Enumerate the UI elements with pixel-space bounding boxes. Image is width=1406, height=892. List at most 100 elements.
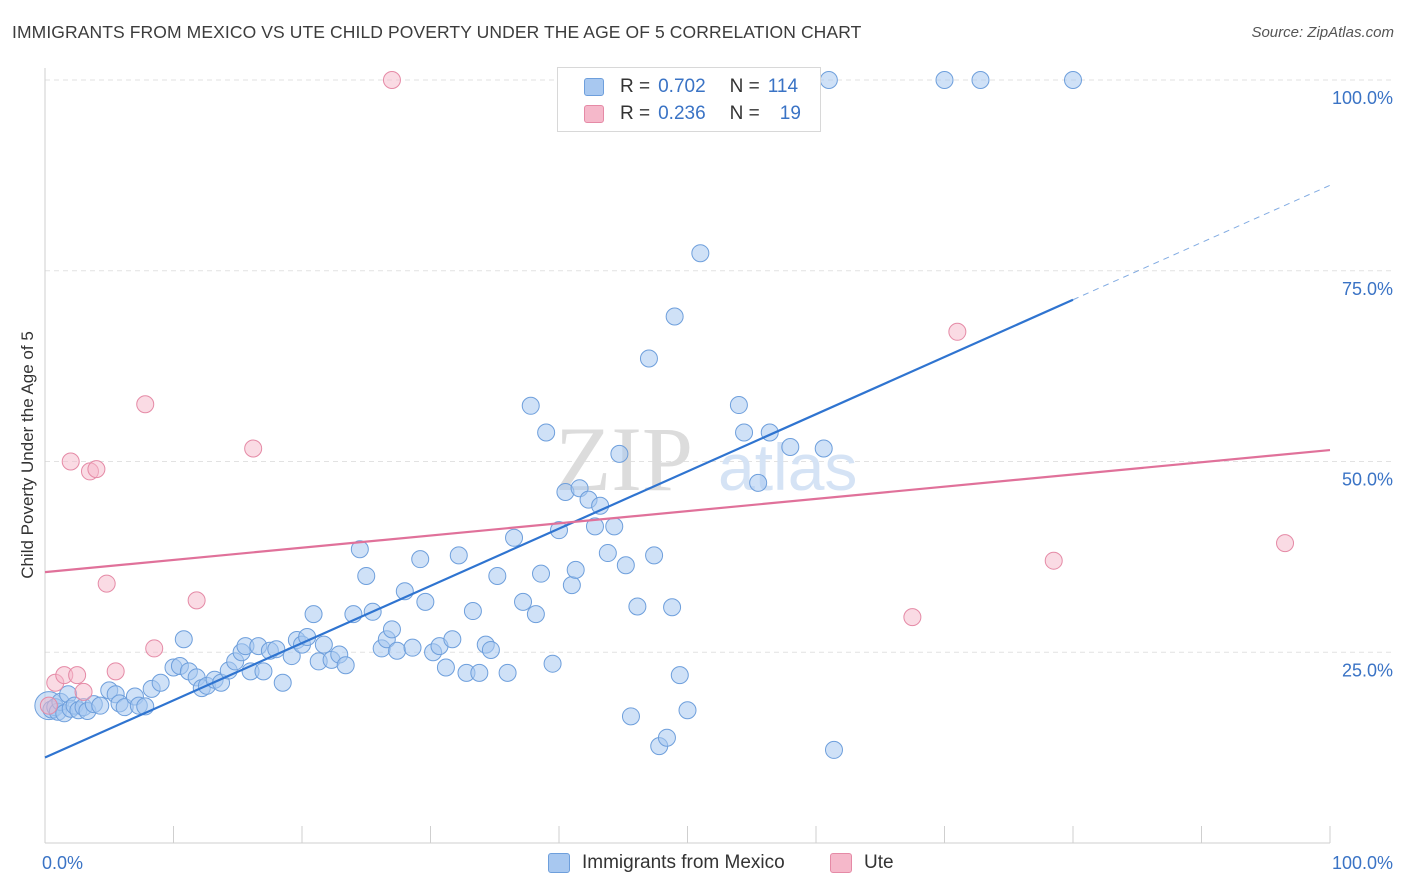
data-point-mexico (735, 423, 754, 442)
data-point-mexico (639, 349, 658, 368)
data-point-mexico (935, 71, 954, 89)
data-point-mexico (598, 544, 617, 563)
legend-swatch-pink (584, 105, 604, 123)
trend-line-ute (44, 448, 1331, 574)
data-point-ute (903, 608, 922, 627)
data-point-mexico (416, 592, 435, 611)
data-point-mexico (505, 528, 524, 547)
data-point-mexico (488, 566, 507, 585)
data-point-mexico (436, 658, 455, 677)
data-point-ute (136, 395, 155, 414)
data-point-mexico (463, 602, 482, 621)
data-point-ute (948, 322, 967, 341)
data-point-mexico (336, 656, 355, 675)
data-point-ute (145, 639, 164, 658)
data-point-mexico (514, 592, 533, 611)
data-point-mexico (665, 307, 684, 326)
legend-r-value: 0.702 (658, 76, 706, 97)
legend-r-label: R = (620, 76, 651, 97)
chart-title: IMMIGRANTS FROM MEXICO VS UTE CHILD POVE… (12, 22, 862, 42)
legend-item-ute[interactable]: Ute (830, 852, 894, 874)
data-point-mexico (357, 566, 376, 585)
legend-swatch-pink (830, 853, 852, 873)
data-point-mexico (388, 641, 407, 660)
data-point-mexico (449, 546, 468, 565)
data-point-mexico (1064, 71, 1082, 89)
data-point-mexico (616, 556, 635, 575)
legend-r-value: 0.236 (658, 103, 706, 124)
data-point-mexico (403, 638, 422, 657)
data-point-mexico (273, 673, 292, 692)
legend-item-mexico[interactable]: Immigrants from Mexico (548, 852, 785, 874)
y-tick-label: 100.0% (1332, 88, 1393, 108)
y-tick-label: 75.0% (1342, 279, 1393, 299)
legend-r-label: R = (620, 103, 651, 124)
legend-swatch-blue (584, 78, 604, 96)
data-point-mexico (314, 635, 333, 654)
watermark: ZIP atlas (555, 408, 857, 510)
tick-labels: 25.0% 50.0% 75.0% 100.0% 0.0% 100.0% (42, 88, 1393, 873)
data-point-mexico (605, 517, 624, 536)
x-tick-label: 100.0% (1332, 853, 1393, 873)
data-point-ute (68, 666, 87, 685)
data-point-mexico (304, 605, 323, 624)
legend-label-mexico: Immigrants from Mexico (582, 852, 785, 873)
data-point-mexico (91, 696, 110, 715)
data-point-mexico (566, 560, 585, 579)
data-point-mexico (411, 550, 430, 569)
data-point-mexico (562, 576, 581, 595)
legend-row-ute: R = 0.236 N = 19 (584, 102, 801, 126)
data-point-mexico (819, 71, 838, 89)
legend-n-value: 114 (767, 76, 799, 97)
data-point-mexico (174, 630, 193, 649)
data-point-mexico (254, 662, 273, 681)
data-point-ute (97, 574, 116, 593)
data-point-ute (382, 71, 401, 89)
data-point-mexico (628, 597, 647, 616)
trend-lines (44, 184, 1331, 759)
series-legend: Immigrants from Mexico Ute (0, 852, 1406, 876)
data-point-ute (106, 662, 125, 681)
x-tick-label: 0.0% (42, 853, 83, 873)
y-tick-label: 50.0% (1342, 470, 1393, 490)
data-point-mexico (532, 564, 551, 583)
data-point-mexico (657, 728, 676, 747)
data-point-mexico (670, 666, 689, 685)
series-immigrants-from-mexico (34, 71, 1082, 759)
data-point-mexico (526, 605, 545, 624)
data-point-mexico (498, 663, 517, 682)
data-point-ute (39, 696, 58, 715)
gridlines (45, 79, 1395, 653)
legend-row-mexico: R = 0.702 N = 114 (584, 75, 798, 99)
data-point-ute (187, 591, 206, 610)
data-point-mexico (610, 444, 629, 463)
data-point-mexico (645, 546, 664, 565)
trend-line-mexico (44, 298, 1074, 759)
data-point-ute (61, 452, 80, 471)
data-point-mexico (814, 439, 833, 458)
data-point-ute (1276, 534, 1295, 553)
legend-swatch-blue (548, 853, 570, 873)
data-point-ute (74, 682, 93, 701)
legend-n-value: 19 (779, 103, 801, 124)
source-label: Source: ZipAtlas.com (1251, 24, 1394, 41)
series-ute (39, 71, 1295, 715)
data-point-mexico (729, 396, 748, 415)
data-point-mexico (691, 244, 710, 263)
data-point-mexico (663, 598, 682, 617)
data-point-ute (1044, 551, 1063, 570)
data-point-mexico (585, 517, 604, 536)
y-tick-label: 25.0% (1342, 660, 1393, 680)
data-point-mexico (824, 740, 843, 759)
data-point-mexico (591, 496, 610, 515)
y-axis-label: Child Poverty Under the Age of 5 (18, 331, 37, 579)
legend-n-label: N = (729, 76, 760, 97)
data-point-mexico (678, 701, 697, 720)
legend-n-label: N = (729, 103, 760, 124)
data-point-mexico (537, 423, 556, 442)
data-point-mexico (151, 673, 170, 692)
correlation-legend: R = 0.702 N = 114 R = 0.236 N = 19 (557, 67, 821, 132)
data-point-mexico (543, 654, 562, 673)
data-point-mexico (481, 640, 500, 659)
